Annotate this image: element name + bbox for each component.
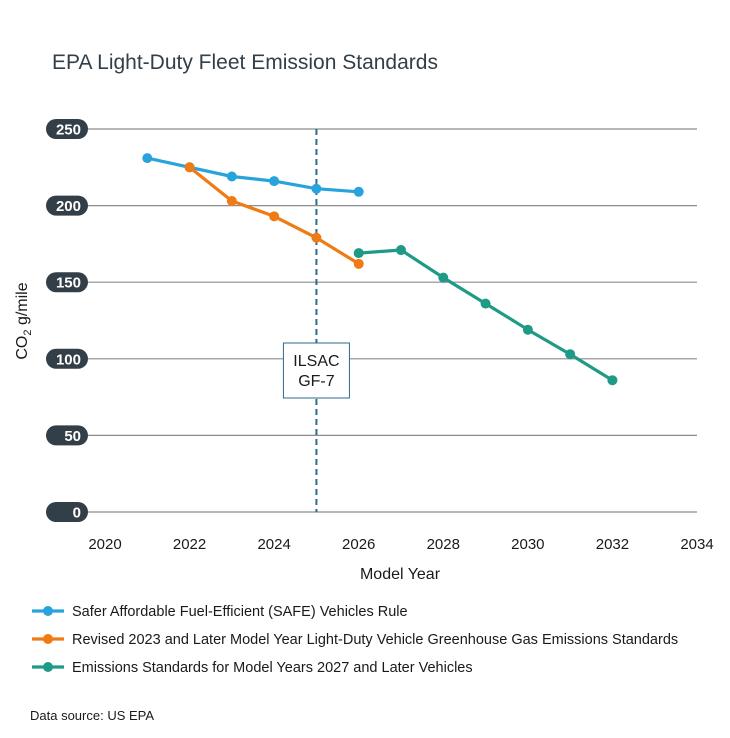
y-tick-pill bbox=[46, 272, 88, 293]
series-lines bbox=[145, 156, 615, 382]
y-tick-pill bbox=[46, 119, 88, 139]
x-tick-label: 2028 bbox=[427, 536, 460, 553]
x-tick-label: 2022 bbox=[173, 536, 206, 553]
x-axis-ticks: 2020 2022 2024 2026 2028 2030 2032 2034 bbox=[88, 536, 713, 553]
legend-label: Emissions Standards for Model Years 2027… bbox=[72, 660, 473, 676]
y-axis-label-main: CO bbox=[14, 336, 31, 360]
legend-item-1: Safer Affordable Fuel-Efficient (SAFE) V… bbox=[32, 604, 408, 620]
grid bbox=[60, 128, 697, 513]
legend-swatch-marker bbox=[43, 634, 53, 644]
ilsac-gf7-label-box bbox=[282, 342, 350, 399]
y-tick-label: 100 bbox=[56, 351, 81, 368]
series-3-point bbox=[438, 272, 449, 283]
x-tick-label: 2024 bbox=[257, 536, 290, 553]
series-2-point bbox=[353, 258, 364, 269]
x-tick-label: 2032 bbox=[596, 536, 629, 553]
annotation-line2: GF-7 bbox=[298, 373, 335, 390]
series-3-point bbox=[565, 349, 576, 360]
legend: Safer Affordable Fuel-Efficient (SAFE) V… bbox=[32, 604, 678, 676]
y-tick-pill bbox=[46, 425, 88, 446]
series-3-point bbox=[480, 298, 491, 309]
x-tick-label: 2034 bbox=[680, 536, 713, 553]
series-1-point bbox=[226, 171, 237, 182]
y-axis-label-rest: g/mile bbox=[14, 282, 31, 329]
series-3-point bbox=[607, 375, 618, 386]
x-tick-label: 2026 bbox=[342, 536, 375, 553]
series-line-1 bbox=[145, 156, 361, 194]
y-axis-ticks: 0 50 100 150 200 250 bbox=[46, 119, 88, 522]
annotation-box: ILSAC GF-7 bbox=[282, 342, 350, 399]
series-3-point bbox=[396, 245, 406, 256]
x-tick-label: 2030 bbox=[511, 536, 544, 553]
y-tick-label: 250 bbox=[56, 122, 81, 139]
series-2-point bbox=[311, 232, 322, 243]
y-tick-label: 0 bbox=[73, 505, 81, 522]
series-1-point bbox=[142, 153, 153, 164]
x-axis-label: Model Year bbox=[360, 566, 441, 583]
y-axis-label: CO2 g/mile bbox=[14, 282, 34, 359]
series-2-point bbox=[226, 196, 237, 207]
x-tick-label: 2020 bbox=[88, 536, 121, 553]
y-tick-pill bbox=[46, 348, 88, 369]
series-1-point bbox=[269, 176, 280, 187]
series-2-point bbox=[269, 211, 280, 222]
y-tick-label: 150 bbox=[56, 275, 81, 292]
y-tick-pill bbox=[46, 195, 88, 216]
y-tick-label: 50 bbox=[64, 428, 81, 445]
chart-title: EPA Light-Duty Fleet Emission Standards bbox=[52, 51, 438, 74]
legend-label: Safer Affordable Fuel-Efficient (SAFE) V… bbox=[72, 604, 408, 620]
annotation-line1: ILSAC bbox=[293, 353, 339, 370]
series-1-point bbox=[311, 183, 322, 194]
series-3-point bbox=[353, 248, 364, 259]
series-2-point bbox=[184, 162, 195, 173]
y-tick-label: 200 bbox=[56, 198, 81, 215]
legend-item-2: Revised 2023 and Later Model Year Light-… bbox=[32, 632, 678, 648]
legend-swatch-marker bbox=[43, 662, 53, 672]
legend-label: Revised 2023 and Later Model Year Light-… bbox=[72, 632, 678, 648]
series-3-point bbox=[522, 324, 533, 335]
legend-item-3: Emissions Standards for Model Years 2027… bbox=[32, 660, 473, 676]
series-points bbox=[142, 153, 618, 386]
series-line-3 bbox=[357, 248, 615, 382]
legend-swatch-marker bbox=[43, 606, 53, 616]
series-1-point bbox=[353, 186, 364, 197]
data-source-note: Data source: US EPA bbox=[30, 708, 154, 723]
y-axis-label-subscript: 2 bbox=[22, 330, 34, 336]
y-tick-pill bbox=[46, 502, 88, 522]
